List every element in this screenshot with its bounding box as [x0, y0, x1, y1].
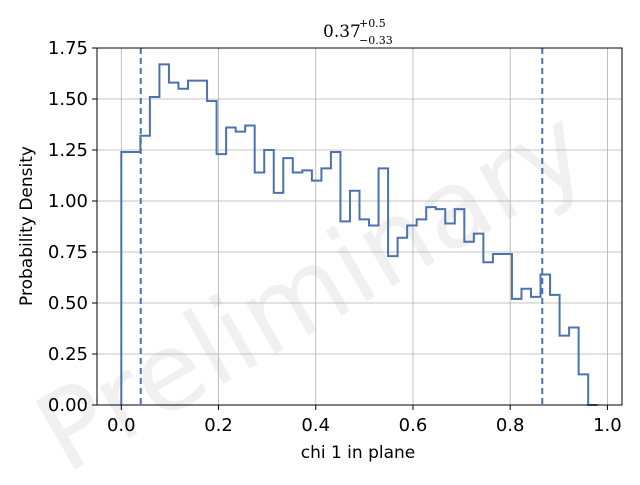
x-tick-label: 0.8	[496, 415, 525, 436]
y-axis-label: Probability Density	[17, 146, 37, 306]
y-tick-label: 1.25	[48, 140, 88, 161]
y-tick-label: 1.75	[48, 38, 88, 59]
y-tick-label: 0.75	[48, 242, 88, 263]
title-upper-error: +0.5	[359, 17, 386, 30]
y-tick-label: 0.25	[48, 344, 88, 365]
y-tick-label: 1.50	[48, 89, 88, 110]
plot-frame	[96, 47, 623, 406]
histogram-step-line	[120, 63, 598, 406]
x-tick-label: 0.2	[204, 415, 233, 436]
x-tick-label: 0.0	[107, 415, 136, 436]
chart-title: 0.37 +0.5 −0.33	[323, 17, 393, 47]
title-value: 0.37	[323, 22, 361, 42]
x-tick-label: 1.0	[593, 415, 622, 436]
y-tick-label: 0.50	[48, 293, 88, 314]
y-tick-label: 1.00	[48, 191, 88, 212]
x-axis-label: chi 1 in plane	[301, 443, 416, 463]
histogram-series	[120, 63, 598, 406]
x-axis-ticks: 0.0 0.2 0.4 0.6 0.8 1.0	[107, 405, 622, 436]
title-lower-error: −0.33	[359, 34, 393, 47]
y-axis-ticks: 0.00 0.25 0.50 0.75 1.00 1.25 1.50 1.75	[48, 38, 97, 416]
y-tick-label: 0.00	[48, 395, 88, 416]
x-tick-label: 0.4	[301, 415, 330, 436]
x-tick-label: 0.6	[399, 415, 428, 436]
